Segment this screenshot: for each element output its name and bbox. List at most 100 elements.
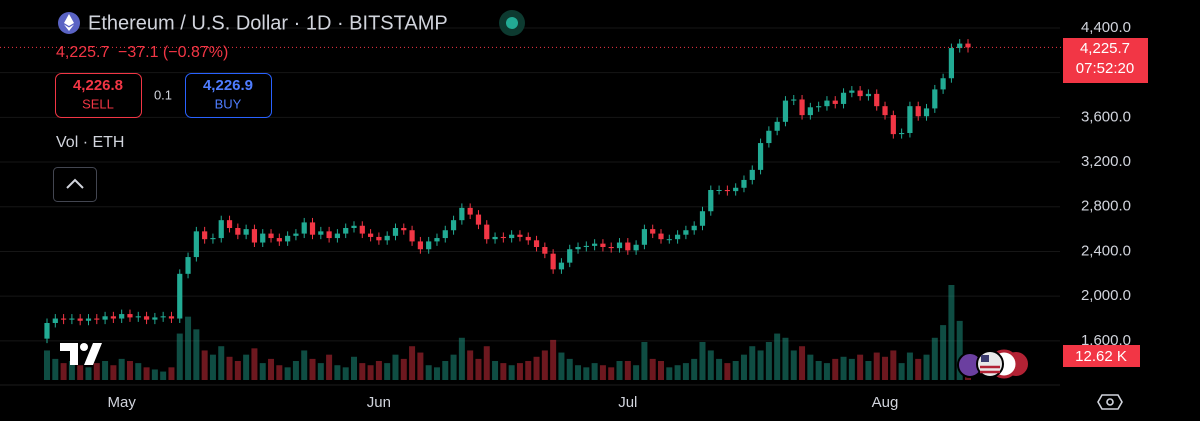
buy-price[interactable]: 4,226.9 — [203, 77, 253, 94]
volume-bar — [848, 358, 855, 380]
volume-bar — [126, 361, 133, 380]
candle-body — [143, 316, 150, 320]
volume-bar — [492, 361, 499, 380]
volume-bar — [193, 329, 200, 380]
volume-bar — [93, 363, 100, 380]
candle-layer — [0, 39, 1063, 344]
candle-body — [218, 220, 224, 239]
volume-title: Vol · ETH — [56, 134, 124, 151]
volume-bar — [732, 361, 739, 380]
volume-bar — [442, 361, 449, 380]
buy-button[interactable] — [185, 73, 272, 118]
volume-label-box — [1063, 345, 1140, 367]
sell-price[interactable]: 4,226.8 — [73, 77, 123, 94]
volume-bar — [467, 350, 474, 380]
x-tick-label: Jun — [367, 394, 391, 411]
candle-body — [724, 190, 730, 192]
volume-bar — [417, 352, 424, 380]
settings-icon-center[interactable] — [1106, 398, 1114, 406]
settings-icon[interactable] — [1097, 394, 1123, 410]
volume-bar — [550, 339, 557, 380]
candle-body — [907, 106, 913, 133]
volume-bar — [60, 363, 67, 380]
candle-body — [343, 228, 349, 234]
volume-bar — [201, 350, 208, 380]
volume-bar — [433, 367, 440, 380]
last-price-label: 4,225.7 — [1080, 40, 1130, 57]
sell-label[interactable]: SELL — [82, 96, 114, 111]
candle-body — [251, 229, 258, 243]
candle-body — [857, 90, 863, 97]
x-tick-label: Aug — [872, 394, 899, 411]
volume-bar — [143, 367, 150, 380]
candle-body — [633, 244, 639, 251]
candle-body — [376, 236, 382, 241]
price-label-box — [1063, 38, 1148, 83]
grid — [0, 27, 1060, 342]
candle-body — [915, 106, 921, 117]
logo-part — [80, 343, 88, 351]
volume-bar — [558, 352, 565, 380]
volume-bar — [292, 361, 299, 380]
header-change: −37.1 (−0.87%) — [118, 44, 228, 61]
candle-body — [235, 228, 241, 235]
volume-bar — [583, 367, 590, 380]
candle-body — [185, 257, 191, 274]
candle-body — [177, 273, 183, 319]
candle-body — [168, 316, 175, 319]
volume-bar — [799, 346, 806, 380]
volume-bar — [209, 354, 216, 380]
chevron-icon[interactable] — [66, 178, 84, 189]
volume-bar — [608, 367, 615, 380]
y-tick-label: 2,800.0 — [1081, 198, 1131, 215]
candle-body — [226, 220, 233, 228]
candle-body — [351, 225, 357, 228]
candle-body — [923, 108, 930, 117]
volume-bar — [566, 358, 573, 380]
volume-bar — [873, 352, 880, 380]
candle-body — [658, 233, 664, 240]
volume-bar — [351, 356, 357, 380]
x-tick-label: May — [108, 394, 137, 411]
buy-label[interactable]: BUY — [215, 96, 242, 111]
volume-bar — [450, 354, 457, 380]
candle-body — [932, 89, 938, 109]
candle-body — [434, 238, 440, 242]
volume-bar — [77, 365, 84, 380]
volume-bar — [375, 361, 382, 380]
volume-bar — [384, 363, 391, 380]
volume-bar — [699, 342, 706, 380]
candle-body — [774, 121, 780, 131]
candle-body — [650, 229, 656, 234]
volume-bar — [956, 320, 963, 380]
candle-body — [334, 233, 341, 239]
y-tick-label: 1,600.0 — [1081, 332, 1131, 349]
candle-body — [616, 242, 623, 249]
candle-body — [890, 115, 896, 135]
candle-body — [791, 99, 797, 101]
candle-body — [160, 316, 166, 318]
volume-bar — [301, 350, 308, 380]
candle-body — [85, 318, 92, 321]
candle-body — [766, 130, 772, 144]
candle-body — [550, 253, 556, 270]
candle-body — [666, 239, 672, 241]
volume-bar — [682, 363, 689, 380]
sell-button[interactable] — [55, 73, 142, 118]
volume-bar — [749, 346, 756, 380]
candle-body — [525, 236, 531, 241]
candle-body — [359, 225, 365, 234]
candle-body — [691, 225, 697, 231]
candle-body — [608, 247, 614, 249]
candle-body — [326, 231, 332, 239]
candle-body — [749, 169, 755, 180]
volume-bar — [68, 361, 75, 380]
eth-glyph — [64, 14, 74, 31]
header-price: 4,225.7 — [56, 44, 109, 61]
candle-body — [318, 231, 324, 235]
collapse-button[interactable] — [53, 167, 97, 202]
countdown: 07:52:20 — [1076, 60, 1134, 77]
volume-bar — [309, 358, 316, 380]
candle-body — [882, 106, 888, 116]
